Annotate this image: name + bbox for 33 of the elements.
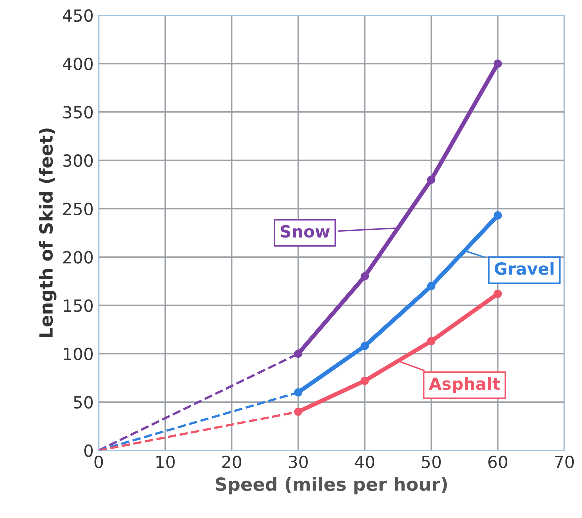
legend-label: Snow (280, 225, 330, 238)
y-tick-label: 50 (74, 396, 93, 409)
x-tick-label: 30 (289, 456, 308, 468)
x-tick-label: 0 (94, 456, 104, 468)
point (494, 60, 502, 68)
point (494, 212, 502, 220)
point (360, 342, 370, 350)
y-tick-label: 150 (64, 300, 93, 312)
point (427, 176, 436, 184)
x-axis-title: Speed (miles per hour) (216, 477, 448, 495)
point (427, 282, 436, 290)
point (360, 376, 370, 386)
y-tick-label: 350 (64, 106, 93, 119)
y-axis-title: Length of Skid (feet) (39, 128, 57, 338)
x-tick-label: 70 (555, 456, 574, 468)
x-tick-label: 50 (422, 456, 442, 468)
y-tick-label: 450 (63, 10, 93, 22)
series-label: Asphalt (429, 377, 500, 394)
point (360, 272, 370, 281)
point (427, 337, 436, 346)
point (294, 350, 303, 358)
x-tick-label: 40 (355, 456, 374, 468)
y-tick-label: 250 (63, 202, 93, 216)
x-tick-label: 10 (156, 456, 175, 468)
y-tick-label: 400 (63, 58, 93, 70)
y-tick-label: 100 (64, 348, 93, 361)
series-label: Gravel (494, 262, 554, 276)
y-tick-label: 200 (63, 251, 93, 264)
y-tick-label: 0 (84, 444, 93, 458)
x-tick-label: 20 (222, 456, 242, 468)
point (494, 290, 502, 298)
x-tick-label: 60 (488, 456, 508, 468)
y-tick-label: 300 (64, 154, 93, 168)
